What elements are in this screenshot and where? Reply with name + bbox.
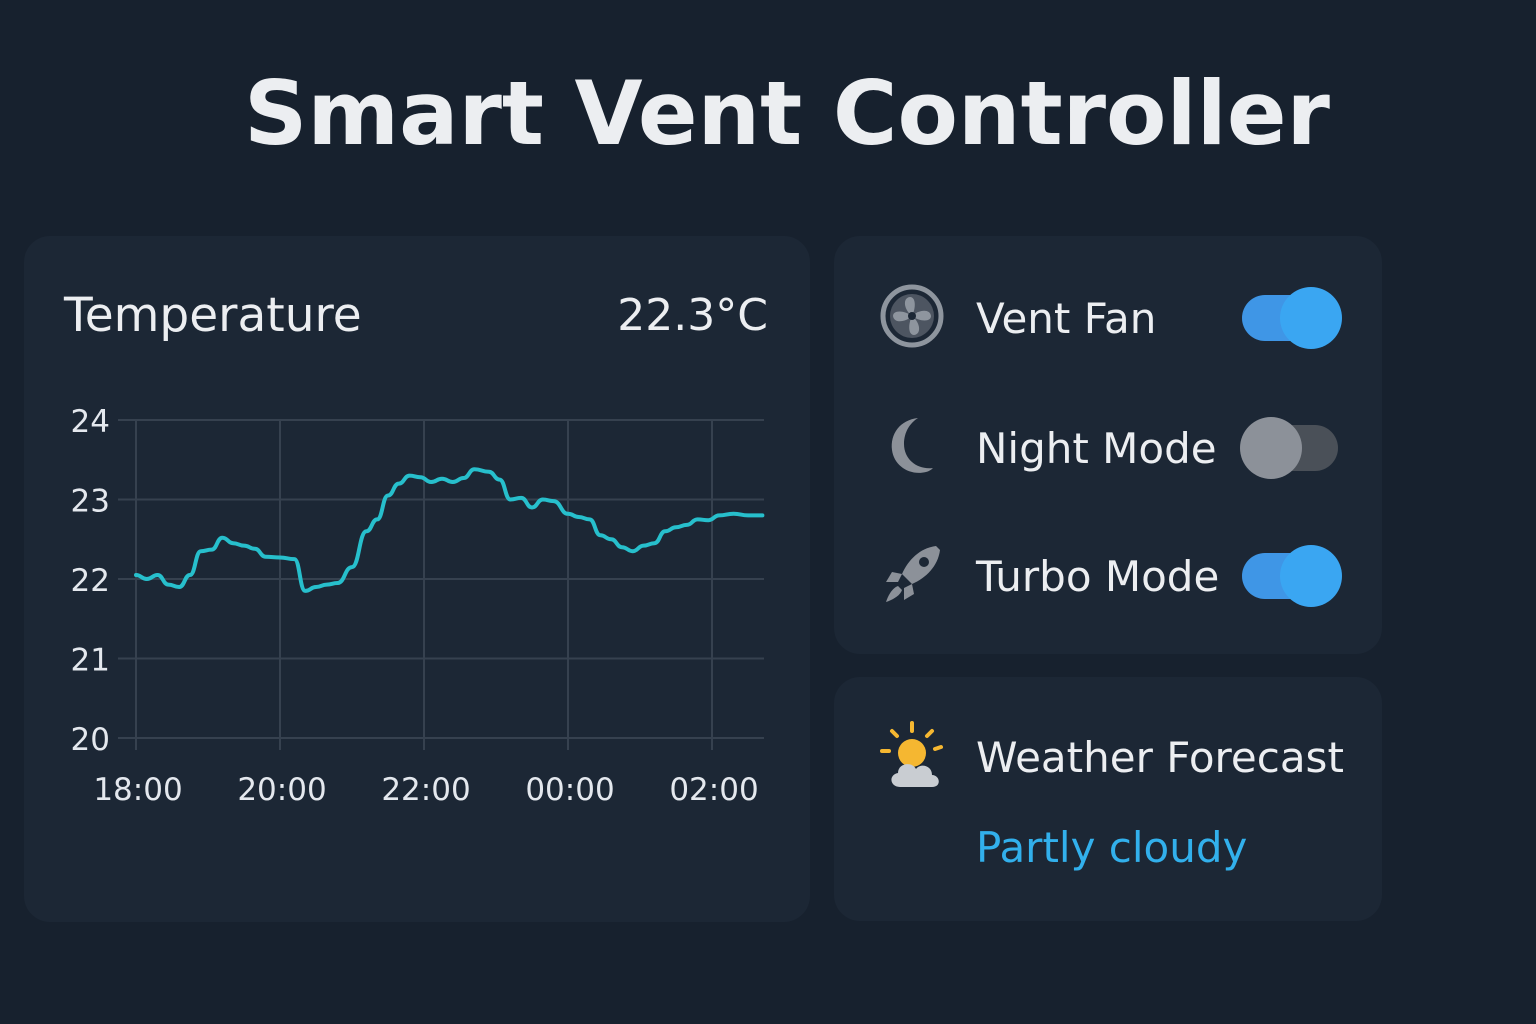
page-title: Smart Vent Controller — [244, 62, 1330, 165]
y-tick-label: 20 — [71, 722, 110, 758]
temperature-card: Temperature 22.3°C 24 23 22 21 20 18:00 20:00… — [24, 236, 810, 922]
chart-grid — [118, 419, 764, 750]
control-row-night-mode: Night Mode — [834, 398, 1382, 498]
x-tick-label: 20:00 — [237, 772, 326, 808]
toggle-knob — [1280, 545, 1342, 607]
partly-cloudy-icon — [878, 721, 950, 793]
temperature-chart: 24 23 22 21 20 18:00 20:00 22:00 00:00 02:00 — [71, 404, 765, 808]
y-axis: 24 23 22 21 20 — [71, 404, 110, 758]
x-tick-label: 22:00 — [381, 772, 470, 808]
control-label-vent-fan: Vent Fan — [976, 294, 1157, 343]
control-row-vent-fan: Vent Fan — [834, 268, 1382, 368]
x-tick-label: 02:00 — [669, 772, 758, 808]
controls-card: Vent Fan Night Mode — [834, 236, 1382, 654]
y-tick-label: 24 — [71, 404, 110, 440]
current-temperature: 22.3°C — [617, 290, 768, 341]
vent-fan-toggle[interactable] — [1242, 287, 1342, 349]
toggle-knob — [1280, 287, 1342, 349]
temperature-series-line — [134, 467, 765, 593]
toggle-knob — [1240, 417, 1302, 479]
weather-status: Partly cloudy — [976, 823, 1248, 872]
weather-card: Weather Forecast Partly cloudy — [834, 677, 1382, 921]
control-row-turbo-mode: Turbo Mode — [834, 526, 1382, 626]
y-tick-label: 23 — [71, 484, 110, 520]
moon-icon — [880, 414, 944, 478]
turbo-mode-toggle[interactable] — [1242, 545, 1342, 607]
temperature-title: Temperature — [64, 288, 362, 343]
x-tick-label: 18:00 — [93, 772, 182, 808]
fan-icon — [880, 284, 944, 348]
night-mode-toggle[interactable] — [1240, 417, 1338, 479]
rocket-icon — [880, 542, 944, 606]
y-tick-label: 21 — [71, 643, 110, 679]
y-tick-label: 22 — [71, 563, 110, 599]
control-label-night-mode: Night Mode — [976, 424, 1217, 473]
x-tick-label: 00:00 — [525, 772, 614, 808]
x-axis: 18:00 20:00 22:00 00:00 02:00 — [93, 772, 758, 808]
weather-forecast-label: Weather Forecast — [976, 733, 1344, 782]
control-label-turbo-mode: Turbo Mode — [976, 552, 1220, 601]
